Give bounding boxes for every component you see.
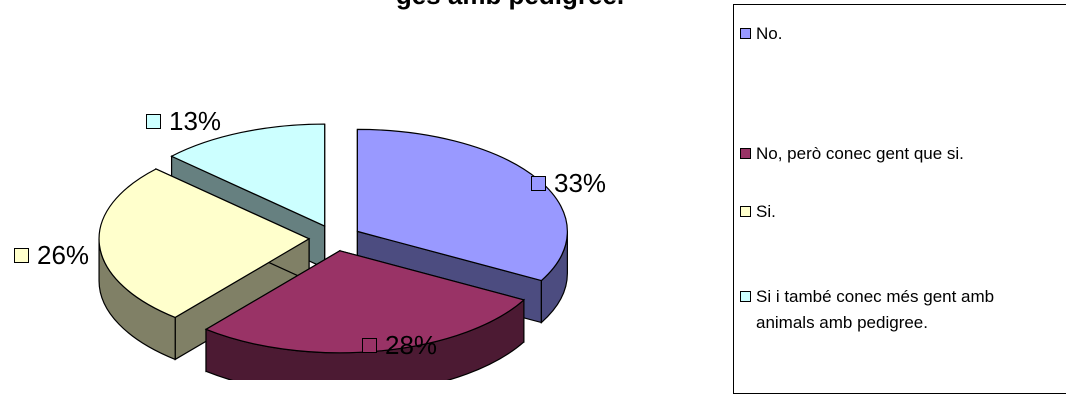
- legend-swatch-si-tambe: [740, 291, 751, 302]
- legend-item-si: Si.: [740, 199, 1066, 225]
- pie-slice-no-pero-top: [204, 250, 526, 354]
- legend-swatch-no-pero: [740, 148, 751, 159]
- legend-item-no-pero: No, però conec gent que si.: [740, 141, 1066, 167]
- pct-label-no-pero: 28%: [362, 330, 437, 361]
- chart-title: ges amb pedigree.: [300, 0, 720, 11]
- pie-chart: [98, 123, 568, 380]
- pct-swatch-no: [531, 176, 546, 191]
- legend-item-si-tambe: Si i també conec més gent amb animals am…: [740, 284, 1050, 336]
- pie-slice-si-tambe-top: [170, 123, 326, 228]
- legend: No. No, però conec gent que si. Si. Si i…: [733, 4, 1066, 394]
- legend-swatch-si: [740, 206, 751, 217]
- pct-label-si: 26%: [14, 240, 89, 271]
- pie-slice-si-top: [98, 168, 311, 319]
- pie-slice-no-pero: [204, 249, 526, 380]
- legend-swatch-no: [740, 28, 751, 39]
- pct-label-si-tambe: 13%: [146, 106, 221, 137]
- legend-item-no: No.: [740, 21, 1066, 47]
- pct-swatch-no-pero: [362, 338, 377, 353]
- pct-swatch-si: [14, 248, 29, 263]
- pct-label-no: 33%: [531, 168, 606, 199]
- pct-swatch-si-tambe: [146, 114, 161, 129]
